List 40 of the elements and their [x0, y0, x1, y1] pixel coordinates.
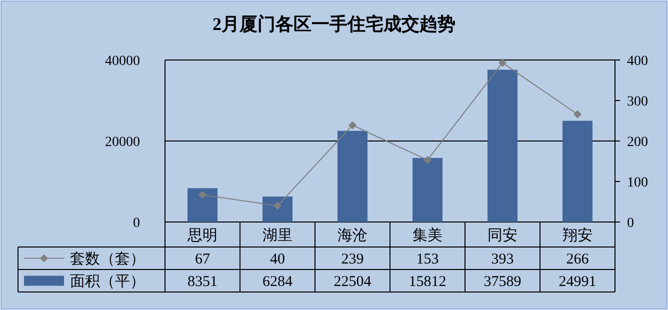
- bar: [562, 120, 592, 222]
- y-tick-label: 20000: [105, 135, 140, 150]
- x-tick-label: 集美: [412, 227, 442, 244]
- point: [498, 58, 506, 67]
- point: [348, 121, 356, 130]
- data-label: 22504: [334, 274, 372, 290]
- legend-label: 面积（平）: [70, 274, 145, 290]
- y-tick-label: 0: [133, 216, 140, 231]
- data-label: 8351: [188, 274, 218, 290]
- data-label: 24991: [558, 274, 596, 290]
- bar: [188, 188, 218, 222]
- point: [424, 156, 432, 164]
- bar: [488, 70, 518, 222]
- data-label: 40: [270, 251, 285, 268]
- x-tick-label: 翔安: [562, 227, 592, 244]
- data-label: 393: [491, 251, 514, 268]
- data-label: 15812: [408, 274, 446, 290]
- y-tick-label: 40000: [105, 54, 140, 69]
- data-label: 239: [341, 251, 364, 268]
- data-label: 67: [195, 251, 210, 268]
- data-label: 153: [416, 251, 439, 268]
- bar: [338, 130, 368, 222]
- data-label: 37589: [484, 274, 522, 290]
- point: [198, 190, 206, 199]
- x-tick-label: 湖里: [262, 227, 292, 244]
- legend-label: 套数（套）: [70, 250, 145, 268]
- data-label: 6284: [262, 274, 293, 290]
- point: [574, 110, 582, 118]
- x-tick-label: 思明: [186, 228, 218, 244]
- y2-tick-label: 300: [627, 94, 648, 110]
- y2-tick-label: 200: [627, 135, 648, 150]
- bar: [412, 158, 442, 222]
- data-label: 266: [566, 251, 590, 268]
- x-tick-label: 海沧: [338, 227, 368, 244]
- y2-tick-label: 400: [627, 54, 648, 69]
- x-tick-label: 同安: [488, 227, 518, 244]
- y2-tick-label: 0: [627, 216, 634, 231]
- y2-tick-label: 100: [627, 176, 648, 190]
- chart-title: 2月厦门各区一手住宅成交趋势: [212, 14, 456, 34]
- bar: [262, 196, 292, 222]
